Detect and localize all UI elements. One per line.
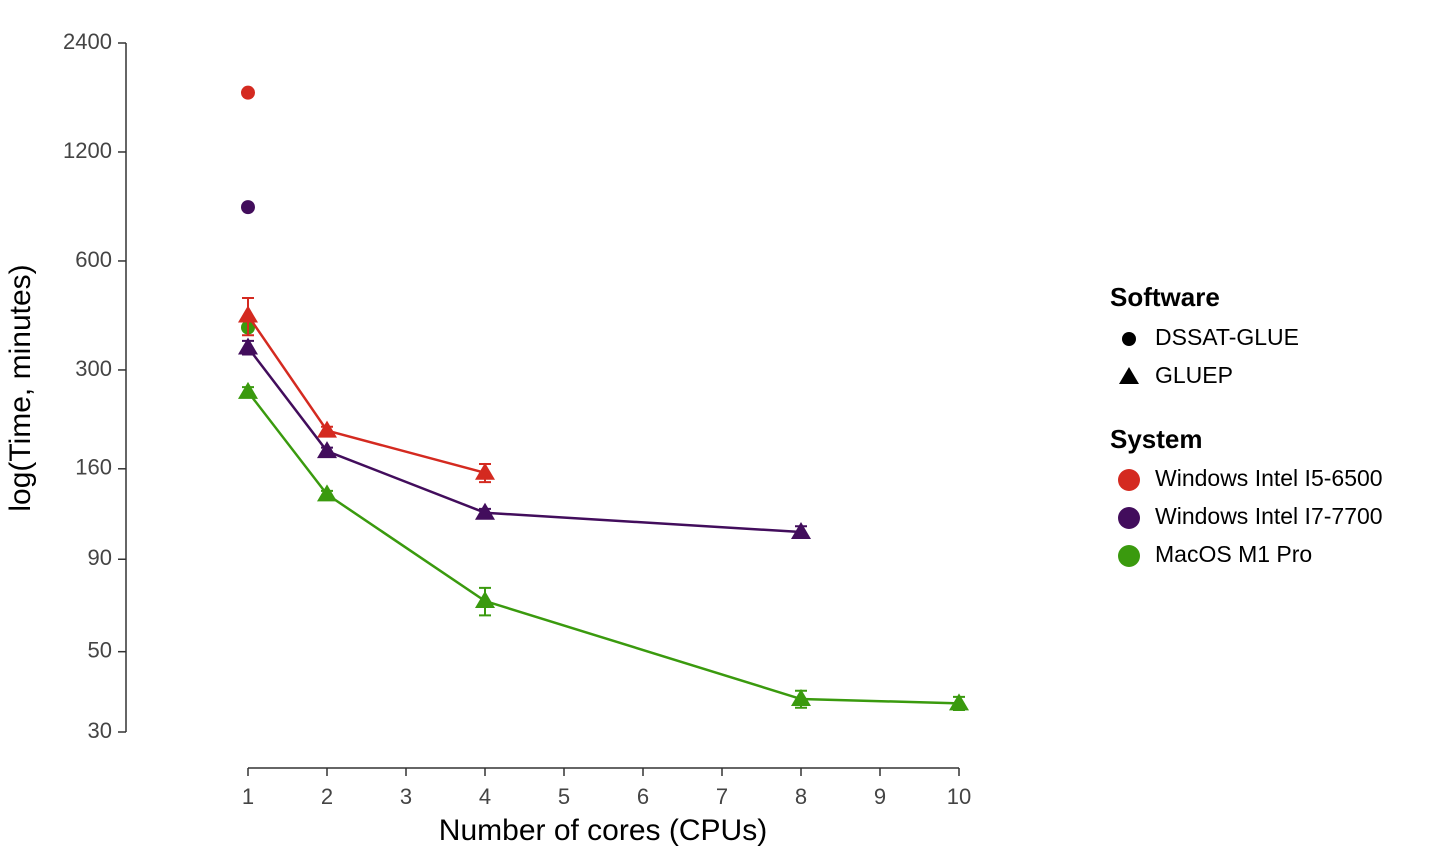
triangle-marker bbox=[238, 337, 258, 355]
x-tick-label: 6 bbox=[637, 784, 649, 809]
legend-marker bbox=[1119, 367, 1139, 384]
y-tick-label: 50 bbox=[88, 637, 112, 662]
y-tick-label: 600 bbox=[75, 247, 112, 272]
triangle-marker bbox=[949, 693, 969, 711]
y-axis-title: log(Time, minutes) bbox=[4, 264, 37, 511]
y-tick-label: 160 bbox=[75, 455, 112, 480]
triangle-marker bbox=[317, 420, 337, 438]
triangle-marker bbox=[475, 462, 495, 480]
y-tick-label: 30 bbox=[88, 718, 112, 743]
legend-marker bbox=[1118, 545, 1140, 567]
triangle-marker bbox=[791, 689, 811, 707]
triangle-marker bbox=[238, 305, 258, 323]
circle-marker bbox=[241, 85, 255, 100]
x-tick-label: 10 bbox=[947, 784, 971, 809]
legend-label: DSSAT-GLUE bbox=[1155, 324, 1299, 350]
x-tick-label: 4 bbox=[479, 784, 491, 809]
x-tick-label: 5 bbox=[558, 784, 570, 809]
triangle-marker bbox=[475, 502, 495, 520]
triangle-marker bbox=[317, 484, 337, 502]
legend-title: System bbox=[1110, 424, 1203, 454]
legend-marker bbox=[1118, 507, 1140, 529]
x-tick-label: 9 bbox=[874, 784, 886, 809]
legend-label: Windows Intel I5-6500 bbox=[1155, 465, 1383, 491]
y-tick-label: 90 bbox=[88, 545, 112, 570]
triangle-marker bbox=[791, 522, 811, 540]
legend-label: MacOS M1 Pro bbox=[1155, 541, 1312, 567]
x-tick-label: 3 bbox=[400, 784, 412, 809]
x-tick-label: 8 bbox=[795, 784, 807, 809]
legend-label: GLUEP bbox=[1155, 362, 1233, 388]
x-axis-title: Number of cores (CPUs) bbox=[439, 814, 767, 847]
x-tick-label: 1 bbox=[242, 784, 254, 809]
y-tick-label: 300 bbox=[75, 356, 112, 381]
legend-label: Windows Intel I7-7700 bbox=[1155, 503, 1383, 529]
legend-title: Software bbox=[1110, 282, 1220, 312]
series-line bbox=[247, 346, 802, 534]
y-tick-label: 1200 bbox=[63, 138, 112, 163]
circle-marker bbox=[241, 200, 255, 215]
legend-marker bbox=[1118, 469, 1140, 491]
triangle-marker bbox=[317, 441, 337, 459]
x-tick-label: 2 bbox=[321, 784, 333, 809]
triangle-marker bbox=[238, 381, 258, 399]
x-tick-label: 7 bbox=[716, 784, 728, 809]
triangle-marker bbox=[475, 591, 495, 609]
y-tick-label: 2400 bbox=[63, 29, 112, 54]
legend-marker bbox=[1122, 332, 1136, 346]
